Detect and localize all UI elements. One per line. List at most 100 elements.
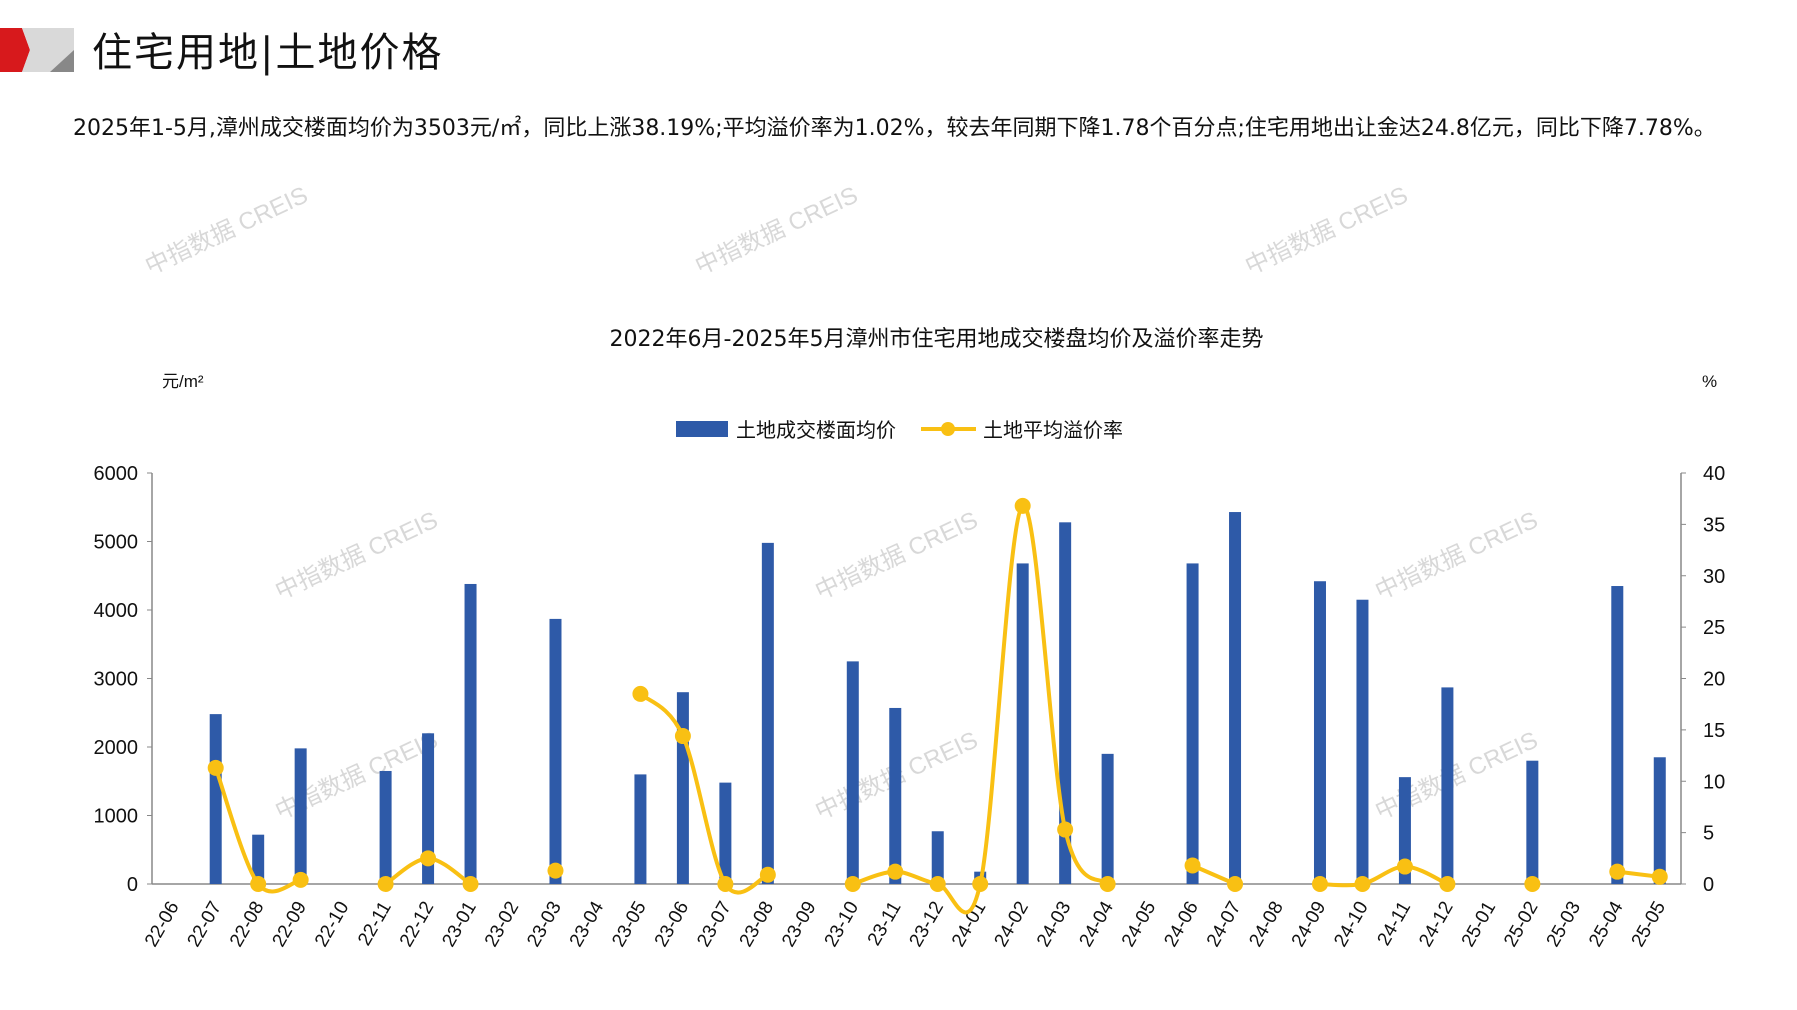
bar [634,774,647,884]
legend-line-marker [941,422,955,436]
right-tick-label: 0 [1703,874,1714,896]
line-point [759,866,776,883]
watermark: 中指数据 CREIS [1371,507,1542,606]
legend-bar-label: 土地成交楼面均价 [736,418,896,442]
x-tick-label: 23-10 [821,898,863,951]
bar [549,618,562,884]
x-tick-label: 23-05 [608,898,650,951]
bar [1101,753,1114,884]
left-tick-label: 6000 [94,463,139,485]
x-tick-label: 23-11 [864,898,906,949]
bar [1229,512,1242,884]
bar [761,542,774,884]
watermark: 中指数据 CREIS [141,182,312,281]
line-point [250,876,267,892]
x-tick-label: 23-06 [651,898,693,951]
page-title: 住宅用地|土地价格 [92,30,444,76]
line-point [420,850,437,867]
watermark: 中指数据 CREIS [811,507,982,606]
bar [1016,563,1029,884]
right-tick-label: 35 [1703,514,1725,536]
bar [1526,760,1539,884]
watermark: 中指数据 CREIS [271,507,442,606]
bar [846,661,859,884]
line-point [1524,876,1541,892]
right-tick-label: 40 [1703,463,1725,485]
x-tick-label: 24-06 [1160,898,1202,951]
x-tick-label: 22-10 [311,898,353,951]
line-point [462,876,479,892]
logo-icon [0,28,74,72]
left-axis-unit: 元/m² [162,372,204,391]
right-tick-label: 25 [1703,617,1725,639]
x-tick-label: 24-09 [1288,898,1330,951]
chart-title: 2022年6月-2025年5月漳州市住宅用地成交楼盘均价及溢价率走势 [610,327,1264,352]
x-tick-label: 24-10 [1330,898,1372,951]
left-tick-label: 2000 [94,737,139,759]
bar [1059,522,1072,884]
line-point [547,862,564,879]
x-tick-label: 25-04 [1585,898,1628,951]
line-series [852,503,1110,915]
x-tick-label: 23-01 [438,898,480,951]
bar [1398,777,1411,884]
line-point [1609,863,1626,880]
left-tick-label: 3000 [94,669,139,691]
x-tick-label: 25-03 [1543,898,1585,951]
x-tick-label: 24-08 [1245,898,1287,951]
legend-line-label: 土地平均溢价率 [983,418,1123,442]
right-axis-unit: % [1702,372,1717,391]
left-tick-label: 4000 [94,600,139,622]
line-point [207,759,224,776]
x-tick-label: 22-08 [226,898,268,951]
right-tick-label: 30 [1703,566,1725,588]
watermark: 中指数据 CREIS [691,182,862,281]
x-tick-label: 23-09 [778,898,820,951]
left-tick-label: 0 [127,874,138,896]
bar [1441,687,1454,884]
bar [379,770,392,884]
right-tick-label: 20 [1703,669,1725,691]
line-point [1184,857,1201,874]
left-tick-label: 1000 [94,806,139,828]
summary-text: 2025年1-5月,漳州成交楼面均价为3503元/㎡，同比上涨38.19%;平均… [73,116,1716,141]
line-point [844,876,861,892]
x-tick-label: 23-07 [693,898,735,951]
line-point [929,876,946,892]
x-tick-label: 22-09 [268,898,310,951]
line-point [1354,876,1371,892]
x-tick-label: 24-02 [991,898,1033,951]
line-point [1396,858,1413,875]
bar [1186,563,1199,884]
line-point [972,876,989,892]
line-point [1651,868,1668,885]
bar [1653,757,1666,884]
bar [931,831,944,884]
line-point [1439,876,1456,892]
x-tick-label: 23-03 [523,898,565,951]
bar [1356,599,1369,884]
x-tick-label: 23-08 [736,898,778,951]
x-tick-label: 23-02 [481,898,523,951]
legend-bar-swatch [676,421,728,437]
line-point [1311,876,1328,892]
line-point [717,876,734,892]
x-tick-label: 24-12 [1415,898,1457,951]
right-tick-label: 10 [1703,771,1725,793]
line-point [632,685,649,702]
x-tick-label: 23-12 [906,898,948,951]
line-point [674,728,691,745]
x-tick-label: 22-06 [141,898,183,951]
line-point [1227,876,1244,892]
x-tick-label: 24-05 [1118,898,1160,951]
line-point [1014,497,1031,514]
bar [422,733,435,884]
x-tick-label: 25-02 [1500,898,1542,951]
bar [209,714,222,884]
bar [252,834,265,884]
right-tick-label: 5 [1703,823,1714,845]
x-tick-label: 25-01 [1458,898,1500,951]
line-point [887,863,904,880]
